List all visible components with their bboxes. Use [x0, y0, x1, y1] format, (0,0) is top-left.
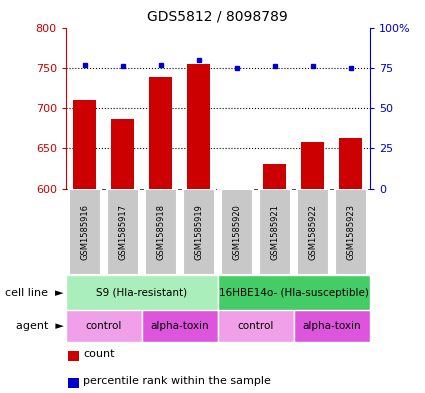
Bar: [66, 275, 218, 310]
Bar: [264, 165, 286, 189]
Text: cell line  ►: cell line ►: [5, 288, 64, 298]
Bar: [301, 142, 324, 189]
Bar: [294, 310, 370, 342]
Bar: [339, 138, 362, 189]
Bar: [142, 310, 218, 342]
Text: GSM1585916: GSM1585916: [80, 204, 89, 260]
Bar: [334, 189, 367, 275]
Text: GSM1585923: GSM1585923: [346, 204, 355, 260]
Text: count: count: [83, 349, 114, 359]
Bar: [107, 189, 139, 275]
Text: alpha-toxin: alpha-toxin: [150, 321, 209, 331]
Bar: [150, 77, 172, 189]
Text: GSM1585917: GSM1585917: [118, 204, 127, 260]
Bar: [259, 189, 291, 275]
Bar: [111, 119, 134, 189]
Text: S9 (Hla-resistant): S9 (Hla-resistant): [96, 288, 187, 298]
Bar: [218, 310, 294, 342]
Bar: [144, 189, 177, 275]
Text: 16HBE14o- (Hla-susceptible): 16HBE14o- (Hla-susceptible): [219, 288, 369, 298]
Text: agent  ►: agent ►: [16, 321, 64, 331]
Text: percentile rank within the sample: percentile rank within the sample: [83, 376, 271, 386]
Text: control: control: [86, 321, 122, 331]
Bar: [66, 310, 142, 342]
Text: GSM1585919: GSM1585919: [194, 204, 203, 260]
Bar: [218, 275, 370, 310]
Text: GSM1585918: GSM1585918: [156, 204, 165, 260]
Bar: [297, 189, 329, 275]
Text: GSM1585922: GSM1585922: [308, 204, 317, 260]
Bar: [183, 189, 215, 275]
Text: alpha-toxin: alpha-toxin: [303, 321, 361, 331]
Bar: [74, 100, 96, 189]
Bar: [187, 64, 210, 189]
Text: GSM1585921: GSM1585921: [270, 204, 279, 260]
Text: GSM1585920: GSM1585920: [232, 204, 241, 260]
Bar: [69, 189, 101, 275]
Title: GDS5812 / 8098789: GDS5812 / 8098789: [147, 9, 288, 24]
Bar: [221, 189, 253, 275]
Text: control: control: [238, 321, 274, 331]
